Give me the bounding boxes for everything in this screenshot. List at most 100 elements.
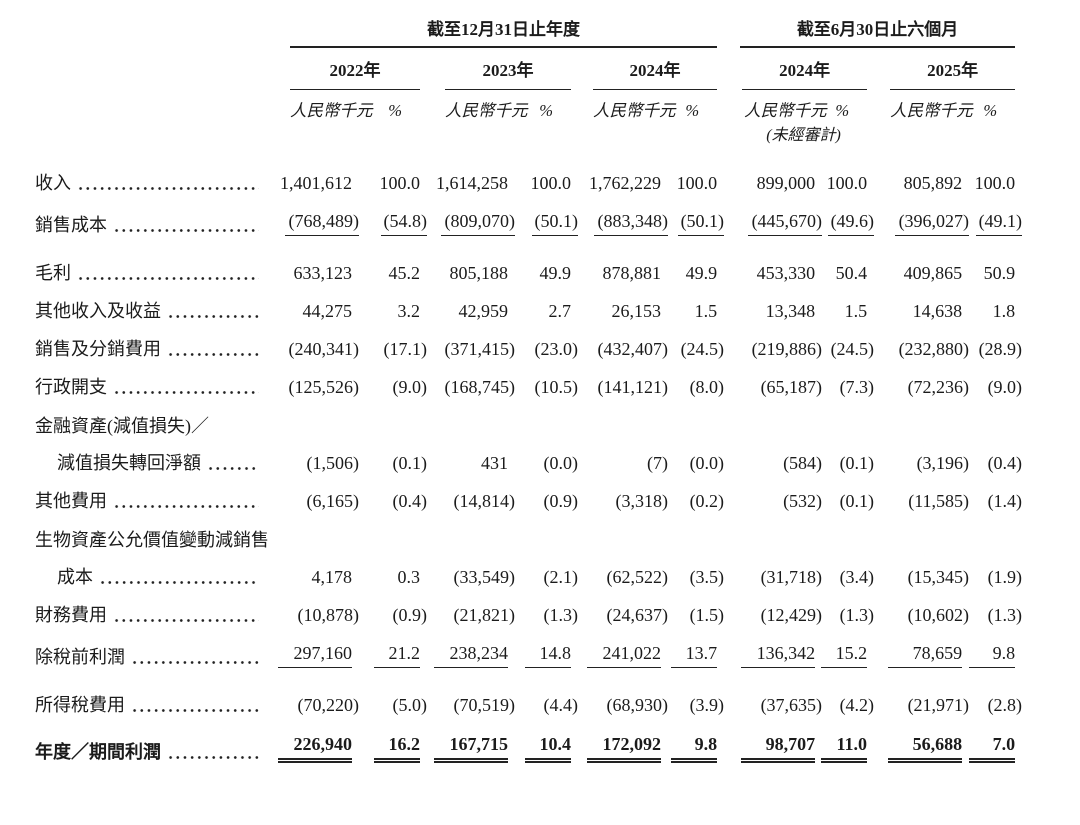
table-row: 行政開支 (125,526) (9.0) (168,745) (10.5) (141,12… [35, 368, 1022, 406]
dot-leader [131, 707, 259, 714]
group-spacer [717, 254, 740, 292]
percent-cell: 1.5 [844, 301, 868, 321]
value-cell: (3,318) [615, 491, 669, 511]
unit-header: 人民幣千元 [290, 101, 373, 120]
row-label: 年度／期間利潤 [35, 724, 262, 771]
value-cell: (72,236) [907, 377, 970, 397]
value-cell: 1,762,229 [589, 173, 661, 193]
percent-cell: 9.8 [661, 724, 718, 771]
percent-cell: (0.9) [543, 491, 579, 511]
dot-leader [77, 275, 259, 282]
dot-leader [77, 185, 259, 192]
row-label: 其他費用 [35, 482, 262, 520]
value-cell: (15,345) [907, 567, 970, 587]
percent-cell: (1.3) [987, 605, 1023, 625]
percent-cell: (49.6) [815, 202, 875, 254]
year-header-2022: 2022年 [262, 48, 420, 90]
percent-cell: (49.1) [962, 202, 1023, 254]
row-label: 行政開支 [35, 368, 262, 406]
percent-cell: (0.9) [392, 605, 428, 625]
value-cell: (65,187) [760, 377, 823, 397]
percent-cell: (17.1) [383, 339, 428, 359]
row-label-text: 減值損失轉回淨額 [57, 453, 201, 473]
percent-cell: (2.8) [987, 695, 1023, 715]
year-header-2024: 2024年 [571, 48, 718, 90]
value-cell: (584) [783, 453, 823, 473]
row-label: 成本 [35, 558, 262, 596]
value-cell: 172,092 [571, 724, 661, 771]
table-row: 其他費用 (6,165) (0.4) (14,814) (0.9) (3,318) (0.2… [35, 482, 1023, 520]
percent-cell: (0.1) [839, 453, 875, 473]
row-label-text: 銷售及分銷費用 [35, 339, 161, 359]
value-cell: 241,022 [571, 634, 661, 686]
percent-cell: 10.4 [508, 724, 571, 771]
value-cell: 42,959 [458, 301, 509, 321]
percent-cell: 2.7 [548, 301, 572, 321]
value-cell: 1,401,612 [280, 173, 352, 193]
percent-cell: (7.3) [839, 377, 875, 397]
percent-cell: 13.7 [661, 634, 718, 686]
value-cell: (21,971) [907, 695, 970, 715]
table-row: 生物資產公允價值變動減銷售 [35, 520, 1015, 558]
table-row: 財務費用 (10,878) (0.9) (21,821) (1.3) (24,637) (1… [35, 596, 1023, 634]
value-cell: 805,892 [903, 173, 963, 193]
row-label-text: 行政開支 [35, 377, 107, 397]
row-label-text: 其他收入及收益 [35, 301, 161, 321]
percent-cell: (0.0) [689, 453, 725, 473]
row-label-text: 收入 [35, 173, 71, 193]
percent-cell: (1.4) [987, 491, 1023, 511]
value-cell: (432,407) [597, 339, 669, 359]
group-spacer [717, 18, 740, 48]
percent-cell: (4.4) [543, 695, 579, 715]
value-cell: (10,878) [297, 605, 360, 625]
row-label: 其他收入及收益 [35, 292, 262, 330]
value-cell: 167,715 [420, 724, 508, 771]
row-label-text: 其他費用 [35, 491, 107, 511]
percent-cell: (10.5) [534, 377, 579, 397]
group-header-annual-label: 截至12月31日止年度 [290, 18, 718, 48]
dot-leader [99, 579, 259, 586]
percent-cell: 100.0 [974, 173, 1016, 193]
value-cell: 878,881 [602, 263, 662, 283]
percent-cell: 50.9 [983, 263, 1016, 283]
percent-cell: 50.4 [835, 263, 868, 283]
percent-cell: 49.9 [539, 263, 572, 283]
value-cell: (6,165) [306, 491, 360, 511]
row-label: 收入 [35, 156, 262, 202]
percent-cell: 15.2 [815, 634, 868, 686]
row-label-text: 年度／期間利潤 [35, 742, 161, 762]
table-row: 收入 1,401,612 100.0 1,614,258 100.0 1,762,229 1… [35, 156, 1015, 202]
table-row: 年度／期間利潤 226,940 16.2 167,715 10.4 172,092 9.8 9… [35, 724, 1016, 771]
percent-cell: (1.3) [543, 605, 579, 625]
value-cell: (37,635) [760, 695, 823, 715]
row-label: 財務費用 [35, 596, 262, 634]
percent-cell: (50.1) [508, 202, 578, 254]
percent-cell: (0.1) [392, 453, 428, 473]
value-cell: 633,123 [293, 263, 353, 283]
value-cell: 431 [481, 453, 508, 473]
value-cell: (168,745) [444, 377, 516, 397]
percent-cell: (1.9) [987, 567, 1023, 587]
value-cell: 44,275 [302, 301, 353, 321]
table-row: 除稅前利潤 297,160 21.2 238,234 14.8 241,022 13.7 13… [35, 634, 1016, 686]
value-cell: (33,549) [453, 567, 516, 587]
row-label: 所得稅費用 [35, 686, 262, 724]
unit-header: 人民幣千元 [445, 101, 528, 120]
row-label: 減值損失轉回淨額 [35, 444, 262, 482]
table-row: 毛利 633,123 45.2 805,188 49.9 878,881 49.9 453,3… [35, 254, 1015, 292]
row-label-text: 所得稅費用 [35, 695, 125, 715]
value-cell: (7) [647, 453, 668, 473]
row-label: 生物資產公允價值變動減銷售 [35, 530, 269, 550]
percent-cell: 49.9 [685, 263, 718, 283]
dot-leader [167, 754, 259, 761]
dot-leader [113, 227, 259, 234]
unit-header: 人民幣千元 [593, 101, 676, 120]
table-row: 銷售成本 (768,489) (54.8) (809,070) (50.1) (883,3… [35, 202, 1023, 254]
percent-cell: 9.8 [962, 634, 1016, 686]
percent-header: % [539, 101, 553, 120]
table-row: 金融資產(減值損失)／ [35, 406, 1015, 444]
percent-cell: (50.1) [661, 202, 725, 254]
value-cell: (21,821) [453, 605, 516, 625]
unaudited-note: (未經審計) [766, 127, 841, 144]
value-cell: (371,415) [444, 339, 516, 359]
